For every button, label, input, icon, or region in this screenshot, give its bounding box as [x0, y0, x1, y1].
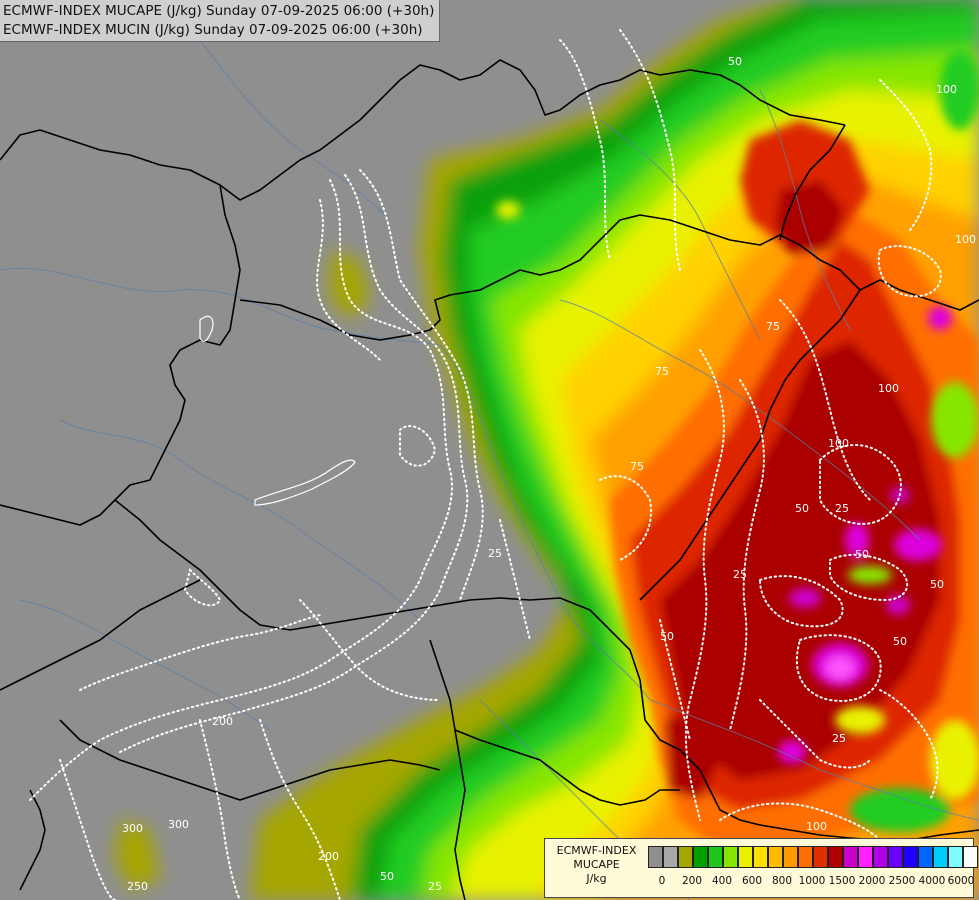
contour-label: 25	[428, 880, 442, 893]
legend-unit: J/kg	[586, 872, 607, 885]
legend-tick: 400	[711, 875, 733, 887]
legend-swatch	[963, 846, 978, 868]
contour-label: 200	[318, 850, 339, 863]
contour-label: 75	[655, 365, 669, 378]
cape-hole	[835, 706, 885, 734]
contour-label: 50	[893, 635, 907, 648]
cape-hole	[848, 566, 892, 584]
cape-core	[789, 588, 821, 608]
cape-core	[894, 529, 942, 561]
lake-balaton	[254, 459, 356, 506]
cape-darkred-patch-north	[775, 180, 845, 255]
legend-swatch	[768, 846, 783, 868]
legend-swatch	[873, 846, 888, 868]
cape-core	[778, 740, 806, 764]
cape-core	[845, 522, 869, 558]
legend-swatch	[678, 846, 693, 868]
legend-swatch	[663, 846, 678, 868]
contour-label: 25	[835, 502, 849, 515]
contour-label: 25	[733, 568, 747, 581]
contour-label: 100	[955, 233, 976, 246]
contour-label: 100	[828, 437, 849, 450]
cape-hole	[940, 50, 979, 130]
contour-label: 50	[380, 870, 394, 883]
legend-tick: 600	[741, 875, 763, 887]
legend-tick: 6000	[947, 875, 975, 887]
legend-swatch	[708, 846, 723, 868]
contour-label: 100	[878, 382, 899, 395]
legend-swatch	[918, 846, 933, 868]
contour-label: 75	[630, 460, 644, 473]
cape-hole	[496, 201, 520, 219]
contour-label: 50	[930, 578, 944, 591]
contour-label: 100	[936, 83, 957, 96]
contour-label: 300	[168, 818, 189, 831]
cape-hole	[850, 788, 950, 832]
title-line-mucin: ECMWF-INDEX MUCIN (J/kg) Sunday 07-09-20…	[3, 22, 423, 38]
map-title: ECMWF-INDEX MUCAPE (J/kg) Sunday 07-09-2…	[0, 0, 441, 42]
cape-hole	[930, 720, 979, 800]
contour-label: 75	[766, 320, 780, 333]
legend-swatch	[903, 846, 918, 868]
contour-label: 25	[832, 732, 846, 745]
legend-tick: 1500	[828, 875, 856, 887]
legend-tick: 2000	[858, 875, 886, 887]
cape-darkred-region	[660, 340, 940, 780]
contour-label: 200	[212, 715, 233, 728]
legend-title: ECMWF-INDEX MUCAPE J/kg	[549, 844, 644, 886]
country-borders	[0, 59, 979, 900]
legend-swatch	[933, 846, 948, 868]
cape-core	[826, 657, 854, 679]
legend-swatch	[648, 846, 663, 868]
contour-label: 50	[795, 502, 809, 515]
legend-swatch	[828, 846, 843, 868]
legend-tick: 1000	[798, 875, 826, 887]
cape-olive-patch-nw	[330, 250, 370, 320]
cape-olive-patch-sw	[115, 820, 160, 890]
legend-tick: 800	[771, 875, 793, 887]
legend-swatch	[693, 846, 708, 868]
legend-tick: 200	[681, 875, 703, 887]
lake-neusiedl	[199, 315, 214, 342]
contour-label: 25	[488, 547, 502, 560]
legend-tick: 2500	[888, 875, 916, 887]
legend-swatch	[738, 846, 753, 868]
contour-label: 250	[127, 880, 148, 893]
legend-swatch	[783, 846, 798, 868]
contour-label: 50	[855, 548, 869, 561]
cape-core	[928, 306, 952, 330]
contour-label: 300	[122, 822, 143, 835]
contour-label: 50	[660, 630, 674, 643]
contour-label: 50	[728, 55, 742, 68]
legend-color-scale	[648, 846, 978, 868]
legend-swatch	[753, 846, 768, 868]
legend-tick: 4000	[918, 875, 946, 887]
cape-field	[115, 0, 979, 900]
legend-tick: 0	[658, 875, 666, 887]
color-legend: ECMWF-INDEX MUCAPE J/kg 0 200 400 600 80…	[544, 838, 978, 898]
contour-labels: 50 75 100 100 100 25 25 50 50 50 25 50 7…	[122, 55, 976, 893]
legend-swatch	[858, 846, 873, 868]
cape-hole	[931, 382, 979, 458]
legend-ticks: 0 200 400 600 800 1000 1500 2000 2500 40…	[545, 875, 975, 891]
cape-core	[886, 595, 910, 615]
legend-swatch	[813, 846, 828, 868]
cape-darkred-patch-south	[665, 710, 720, 800]
legend-swatch	[723, 846, 738, 868]
legend-title-line2: MUCAPE	[573, 858, 620, 871]
legend-swatch	[948, 846, 963, 868]
mucin-contours	[29, 29, 942, 900]
lakes	[199, 315, 356, 506]
legend-swatch	[798, 846, 813, 868]
contour-label: 100	[806, 820, 827, 833]
legend-swatch	[843, 846, 858, 868]
legend-title-line1: ECMWF-INDEX	[556, 844, 637, 857]
title-line-mucape: ECMWF-INDEX MUCAPE (J/kg) Sunday 07-09-2…	[3, 3, 435, 19]
legend-swatch	[888, 846, 903, 868]
